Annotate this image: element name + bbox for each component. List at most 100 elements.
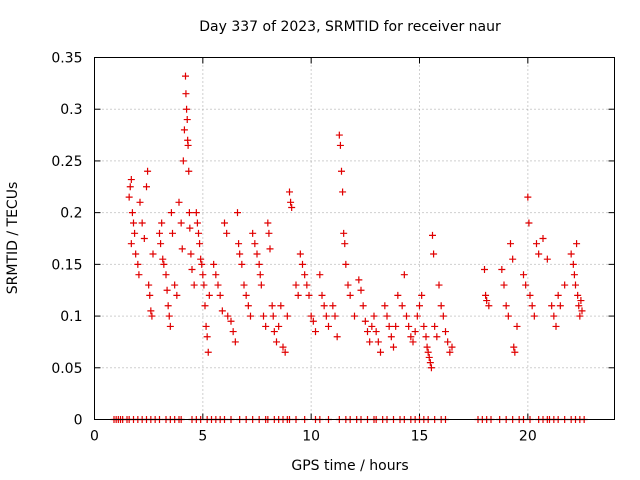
- data-point: [190, 281, 198, 289]
- data-point: [183, 116, 191, 124]
- data-point: [179, 157, 187, 165]
- grid: [94, 57, 615, 420]
- data-point: [307, 312, 315, 320]
- data-point: [500, 281, 508, 289]
- data-point: [550, 312, 558, 320]
- data-point: [525, 219, 533, 227]
- data-point: [510, 343, 518, 351]
- data-point: [260, 312, 267, 320]
- data-point: [173, 291, 181, 299]
- data-point: [435, 281, 443, 289]
- data-point: [140, 235, 148, 242]
- data-point: [164, 302, 172, 310]
- data-point: [570, 271, 578, 279]
- data-point: [411, 328, 419, 336]
- data-point: [296, 250, 304, 258]
- data-point: [524, 193, 532, 201]
- data-point: [381, 302, 389, 310]
- data-point: [186, 224, 194, 232]
- data-point: [309, 317, 317, 325]
- data-point: [336, 141, 344, 149]
- data-point: [193, 219, 201, 227]
- data-point: [444, 338, 452, 346]
- x-tick-label: 15: [411, 429, 429, 445]
- x-tick-label: 0: [90, 429, 99, 445]
- data-point: [180, 126, 188, 134]
- x-tick-label: 20: [519, 429, 537, 445]
- data-point: [138, 219, 146, 227]
- data-point: [368, 322, 376, 330]
- data-point: [543, 255, 551, 263]
- data-point: [144, 167, 152, 175]
- data-point: [203, 333, 211, 341]
- data-point: [202, 322, 210, 330]
- data-point: [162, 271, 170, 279]
- data-point: [526, 291, 534, 299]
- data-point: [504, 312, 512, 320]
- data-point: [221, 219, 228, 227]
- data-point: [338, 167, 345, 175]
- data-point: [430, 250, 438, 258]
- data-point: [125, 193, 133, 201]
- data-point: [198, 260, 206, 268]
- data-point: [235, 240, 243, 248]
- data-point: [305, 291, 313, 299]
- data-point: [279, 343, 287, 351]
- data-point: [262, 322, 270, 330]
- data-point: [177, 219, 185, 227]
- data-point: [148, 312, 156, 320]
- y-tick-label: 0.15: [51, 257, 82, 273]
- data-point: [269, 312, 277, 320]
- data-point: [149, 250, 157, 258]
- data-point: [530, 312, 538, 320]
- data-point: [147, 307, 155, 315]
- data-point: [187, 250, 195, 258]
- data-point: [407, 333, 415, 341]
- data-point: [340, 229, 348, 237]
- data-point: [522, 281, 530, 289]
- data-point: [552, 322, 560, 330]
- data-point: [201, 302, 209, 310]
- data-point: [253, 250, 261, 258]
- data-point: [433, 333, 441, 341]
- data-point: [216, 291, 224, 299]
- data-point: [329, 302, 337, 310]
- data-point: [400, 271, 408, 279]
- data-point: [265, 229, 273, 237]
- data-point: [339, 188, 347, 196]
- data-point: [131, 229, 139, 237]
- data-point: [394, 291, 402, 299]
- data-point: [513, 322, 521, 330]
- data-point: [398, 302, 406, 310]
- data-point: [485, 302, 493, 310]
- data-point: [556, 302, 564, 310]
- data-point: [533, 240, 540, 248]
- data-point: [403, 312, 410, 320]
- data-point: [264, 219, 272, 227]
- data-point: [390, 343, 397, 351]
- data-point: [316, 271, 324, 279]
- data-point: [333, 333, 341, 341]
- data-point: [320, 302, 328, 310]
- data-point: [437, 302, 445, 310]
- data-point: [145, 281, 153, 289]
- data-point: [387, 333, 395, 341]
- data-point: [182, 72, 189, 80]
- data-point: [561, 281, 569, 289]
- data-point: [212, 271, 220, 279]
- data-point: [158, 219, 166, 227]
- data-point: [182, 90, 190, 98]
- data-point: [439, 312, 447, 320]
- data-point: [132, 250, 140, 258]
- data-point: [218, 307, 226, 315]
- data-point: [134, 260, 142, 268]
- data-point: [286, 188, 293, 196]
- data-point: [567, 250, 575, 258]
- data-point: [370, 312, 378, 320]
- data-point: [361, 317, 369, 325]
- data-point: [481, 266, 488, 274]
- data-point: [429, 231, 436, 239]
- data-point: [169, 229, 176, 237]
- y-tick-label: 0.3: [60, 102, 82, 118]
- data-point: [166, 322, 174, 330]
